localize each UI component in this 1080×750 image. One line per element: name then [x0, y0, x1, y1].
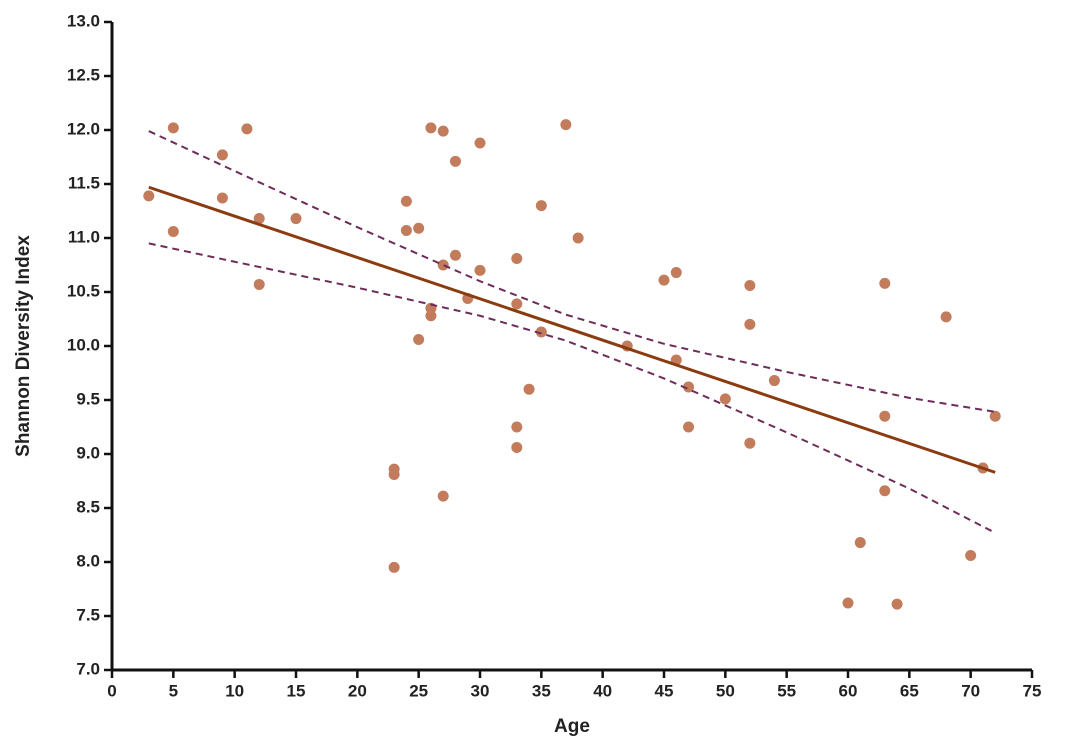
confidence-band	[148, 130, 996, 413]
data-point	[879, 485, 891, 497]
data-point	[167, 226, 179, 238]
data-point	[474, 264, 486, 276]
x-tick-label: 40	[593, 681, 612, 700]
x-tick-label: 65	[900, 681, 919, 700]
data-point	[940, 311, 952, 323]
data-point	[241, 123, 253, 135]
data-point	[253, 213, 265, 225]
x-tick-label: 5	[169, 681, 178, 700]
data-point	[437, 125, 449, 137]
data-point	[719, 393, 731, 405]
data-point	[216, 192, 228, 204]
y-tick-label: 10.0	[67, 335, 100, 354]
data-point	[879, 410, 891, 422]
data-point	[511, 421, 523, 433]
data-point	[768, 375, 780, 387]
data-point	[388, 469, 400, 481]
data-point	[474, 137, 486, 149]
data-point	[523, 383, 535, 395]
data-point	[425, 122, 437, 134]
data-point	[535, 326, 547, 338]
data-point	[437, 259, 449, 271]
y-tick-label: 7.0	[76, 659, 100, 678]
data-point	[388, 561, 400, 573]
x-tick-label: 75	[1023, 681, 1042, 700]
data-point	[413, 334, 425, 346]
y-tick-label: 7.5	[76, 605, 100, 624]
data-point	[744, 437, 756, 449]
data-point	[854, 537, 866, 549]
data-point	[744, 318, 756, 330]
y-tick-label: 12.0	[67, 119, 100, 138]
y-tick-label: 11.0	[68, 227, 100, 246]
x-tick-label: 30	[471, 681, 490, 700]
regression-line	[148, 185, 996, 474]
data-point	[167, 122, 179, 134]
x-tick-label: 0	[107, 681, 116, 700]
x-tick-label: 35	[532, 681, 551, 700]
y-tick-label: 9.0	[76, 443, 100, 462]
y-tick-label: 9.5	[76, 389, 100, 408]
data-point	[965, 550, 977, 562]
y-tick-label: 12.5	[67, 65, 100, 84]
x-tick-label: 15	[287, 681, 306, 700]
data-point	[437, 490, 449, 502]
y-tick-label: 11.5	[68, 173, 100, 192]
data-point	[535, 200, 547, 212]
confidence-band	[148, 242, 996, 534]
data-point	[216, 149, 228, 161]
y-axis-title: Shannon Diversity Index	[13, 235, 34, 457]
x-tick-label: 10	[225, 681, 244, 700]
data-point	[425, 310, 437, 322]
y-tick-label: 8.0	[76, 551, 100, 570]
x-tick-label: 25	[409, 681, 428, 700]
y-tick-label: 10.5	[67, 281, 100, 300]
data-point	[683, 381, 695, 393]
data-point	[658, 274, 670, 286]
data-point	[143, 190, 155, 202]
data-point	[253, 278, 265, 290]
x-tick-label: 60	[839, 681, 858, 700]
data-point	[511, 298, 523, 310]
data-point	[670, 267, 682, 279]
x-axis-title: Age	[554, 716, 590, 737]
y-tick-label: 8.5	[76, 497, 100, 516]
x-tick-label: 55	[777, 681, 796, 700]
x-tick-label: 70	[961, 681, 980, 700]
data-point	[842, 597, 854, 609]
x-tick-label: 45	[655, 681, 674, 700]
data-point	[560, 119, 572, 131]
y-tick-label: 13.0	[67, 11, 100, 30]
data-point	[449, 155, 461, 167]
data-point	[511, 253, 523, 265]
data-point	[891, 598, 903, 610]
data-point	[511, 442, 523, 454]
x-tick-label: 50	[716, 681, 735, 700]
data-point	[989, 410, 1001, 422]
data-point	[449, 249, 461, 261]
data-point	[744, 280, 756, 292]
data-point	[683, 421, 695, 433]
data-point	[572, 232, 584, 244]
x-tick-label: 20	[348, 681, 367, 700]
data-point	[879, 277, 891, 289]
data-point	[400, 195, 412, 207]
data-point	[290, 213, 302, 225]
data-point	[413, 222, 425, 234]
data-point	[400, 224, 412, 236]
